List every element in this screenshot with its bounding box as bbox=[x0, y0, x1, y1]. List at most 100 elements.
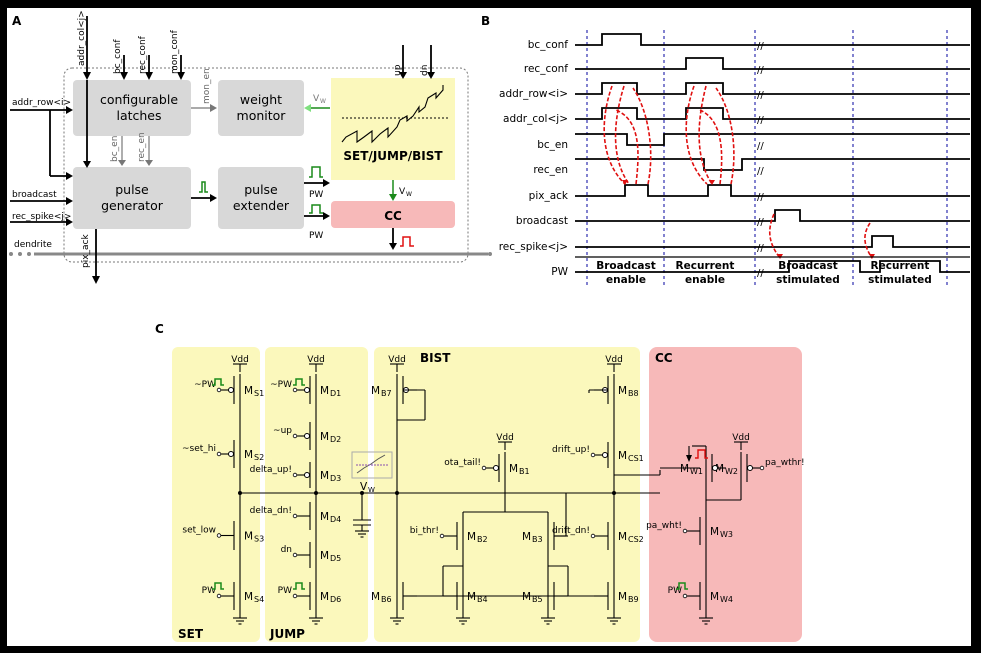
gate-terminal bbox=[759, 465, 765, 471]
pixel-boundary bbox=[63, 67, 469, 263]
pmos-bubble bbox=[304, 387, 310, 393]
time-break-mark: // bbox=[757, 141, 764, 152]
fet-subscript: CS2 bbox=[628, 535, 644, 544]
cc-block bbox=[331, 201, 455, 228]
pmos-bubble bbox=[304, 472, 310, 478]
bus-junction bbox=[238, 491, 242, 495]
time-break-mark: // bbox=[757, 65, 764, 76]
fet-subscript: B9 bbox=[628, 595, 639, 604]
up-arrow bbox=[399, 72, 407, 79]
time-break-mark: // bbox=[757, 41, 764, 52]
cc-out-arrow bbox=[389, 243, 397, 250]
causal-arrowhead bbox=[709, 180, 715, 185]
fet-name: M bbox=[467, 591, 476, 603]
short-pulse-glyph bbox=[199, 181, 208, 193]
phase-label: enable bbox=[685, 274, 725, 286]
gate-signal-label: PW bbox=[278, 586, 292, 596]
fet-subscript: S4 bbox=[254, 595, 264, 604]
rec-en-arrow bbox=[145, 160, 153, 166]
pix-ack-label: pix_ack bbox=[81, 233, 91, 268]
latches-label-2: latches bbox=[116, 108, 161, 123]
gate-terminal bbox=[292, 513, 298, 519]
vdd-label: Vdd bbox=[388, 355, 406, 365]
gate-signal-label: set_low bbox=[182, 526, 216, 536]
rec-conf-label: rec_conf bbox=[138, 35, 148, 74]
fet-name: M bbox=[467, 531, 476, 543]
gate-signal-label: dn bbox=[281, 545, 292, 555]
causal-arrow bbox=[685, 85, 708, 185]
gate-signal-label: ota_tail! bbox=[444, 458, 481, 468]
gate-terminal bbox=[292, 387, 298, 393]
pw-to-cc-arrow bbox=[323, 212, 330, 220]
gate-terminal bbox=[439, 533, 445, 539]
addr-row-gen-arrow bbox=[66, 172, 73, 180]
pmos-bubble bbox=[493, 465, 499, 471]
pix-ack-arrow bbox=[92, 276, 100, 284]
fet-name: M bbox=[320, 511, 329, 523]
timing-signal-label: addr_row<i> bbox=[499, 88, 568, 100]
fet-subscript: S1 bbox=[254, 389, 264, 398]
time-break-mark: // bbox=[757, 166, 764, 177]
pw-label-1: PW bbox=[309, 190, 323, 200]
causal-arrow bbox=[699, 109, 723, 185]
fet-subscript: D2 bbox=[330, 435, 341, 444]
panel-b: B bc_conf // rec_conf // addr_row<i> // addr_c… bbox=[481, 14, 970, 286]
addr-row-label: addr_row<i> bbox=[12, 98, 71, 108]
vw-mini-staircase bbox=[356, 454, 386, 474]
monitor-label-2: monitor bbox=[237, 108, 287, 123]
fet-subscript: B6 bbox=[381, 595, 392, 604]
timing-waveform bbox=[575, 235, 970, 248]
gate-terminal bbox=[216, 533, 222, 538]
vw-monitor-label: V bbox=[313, 94, 320, 104]
pw-to-setjump-arrow bbox=[323, 179, 330, 187]
fet-name: M bbox=[522, 591, 531, 603]
dendrite-dot bbox=[9, 252, 13, 256]
fet-name: M bbox=[320, 550, 329, 562]
pw-label-2: PW bbox=[309, 231, 323, 241]
gate-signal-label: drift_dn! bbox=[552, 526, 590, 536]
fet-subscript: D3 bbox=[330, 474, 341, 483]
time-break-mark: // bbox=[757, 90, 764, 101]
vw-cc-label: V bbox=[399, 187, 406, 197]
pw-pulse-glyph bbox=[212, 378, 224, 386]
extender-label-1: pulse bbox=[244, 182, 278, 197]
addr-col-label: addr_col<j> bbox=[77, 10, 87, 66]
addr-col-arrow bbox=[83, 72, 91, 80]
phase-label: stimulated bbox=[868, 274, 932, 286]
panel-a-label: A bbox=[12, 14, 22, 28]
fet-subscript: D1 bbox=[330, 389, 341, 398]
timing-waveform bbox=[575, 184, 970, 197]
fet-name: M bbox=[710, 591, 719, 603]
broadcast-arrow bbox=[66, 197, 73, 205]
monitor-label-1: weight bbox=[240, 92, 282, 107]
fet-name: M bbox=[715, 463, 724, 475]
dendrite-dot bbox=[18, 252, 22, 256]
gate-terminal bbox=[481, 465, 487, 471]
phase-label: enable bbox=[606, 274, 646, 286]
bus-junction bbox=[314, 491, 318, 495]
fet-name: M bbox=[320, 385, 329, 397]
fet-subscript: W2 bbox=[725, 467, 738, 476]
phase-label: Broadcast bbox=[778, 260, 838, 272]
causal-arrow bbox=[698, 85, 713, 185]
gate-signal-label: pa_wthr! bbox=[765, 458, 805, 468]
dendrite-label: dendrite bbox=[14, 240, 52, 250]
pmos-bubble bbox=[228, 387, 234, 393]
fet-name: M bbox=[244, 449, 253, 461]
gate-terminal bbox=[216, 451, 222, 457]
vw-label: V bbox=[360, 481, 368, 493]
fet-name: M bbox=[618, 385, 627, 397]
fet-subscript: S3 bbox=[254, 535, 264, 544]
vw-to-cc-arrow bbox=[389, 194, 397, 201]
timing-waveform bbox=[575, 260, 970, 273]
setjump-label: SET/JUMP/BIST bbox=[343, 149, 443, 163]
pmos-bubble bbox=[747, 465, 753, 471]
dendrite-dot bbox=[27, 252, 31, 256]
gate-terminal bbox=[682, 593, 688, 599]
cc-section bbox=[649, 347, 802, 642]
pmos-bubble bbox=[602, 452, 608, 458]
dn-label: dn bbox=[420, 65, 430, 76]
gate-terminal bbox=[216, 593, 222, 599]
